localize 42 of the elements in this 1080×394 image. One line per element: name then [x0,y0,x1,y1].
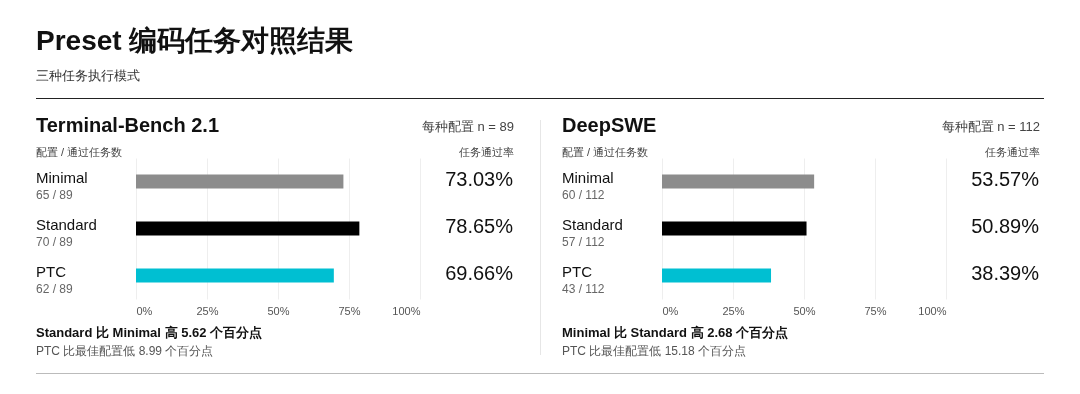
text: 任务通过率 [459,145,514,160]
x-tick-label: 100% [918,304,947,317]
y-tick-label: Standard [36,215,97,233]
data-label: 53.57% [971,167,1040,190]
x-tick-label: 50% [267,304,290,317]
x-tick-label: 0% [662,304,679,317]
data-label: 78.65% [445,214,514,237]
y-tick-label: Minimal [36,168,88,186]
data-label: 69.66% [445,261,514,284]
text: Preset 编码任务对照结果 [36,24,354,58]
x-tick-label: 25% [722,304,745,317]
x-tick-label: 100% [392,304,421,317]
y-tick-label: Standard [562,215,623,233]
x-tick-label: 75% [864,304,887,317]
text: 57 / 112 [562,234,605,249]
x-tick-label: 50% [793,304,816,317]
text: 43 / 112 [562,281,605,296]
data-label: 50.89% [971,214,1040,237]
text: Standard 比 Minimal 高 5.62 个百分点 [36,324,263,342]
x-tick-label: 25% [196,304,219,317]
chart-title: DeepSWE [562,114,657,137]
y-axis-title: 配置 / 通过任务数 [36,145,123,160]
chart-title: Terminal-Bench 2.1 [36,114,220,137]
text: 三种任务执行模式 [36,67,140,85]
text: 62 / 89 [36,281,74,296]
text: Minimal 比 Standard 高 2.68 个百分点 [562,324,789,342]
data-label: 38.39% [971,261,1040,284]
text: 65 / 89 [36,187,74,202]
x-tick-label: 0% [136,304,153,317]
text: 70 / 89 [36,234,74,249]
text: 每种配置 n = 112 [941,118,1040,136]
text: 每种配置 n = 89 [421,118,514,136]
y-axis-title: 配置 / 通过任务数 [562,145,649,160]
x-tick-label: 75% [338,304,361,317]
text: 任务通过率 [985,145,1040,160]
y-tick-label: PTC [562,262,593,280]
data-label: 73.03% [445,167,514,190]
text: PTC 比最佳配置低 15.18 个百分点 [562,343,747,360]
y-tick-label: PTC [36,262,67,280]
text: 60 / 112 [562,187,605,202]
y-tick-label: Minimal [562,168,614,186]
text: PTC 比最佳配置低 8.99 个百分点 [36,343,214,360]
